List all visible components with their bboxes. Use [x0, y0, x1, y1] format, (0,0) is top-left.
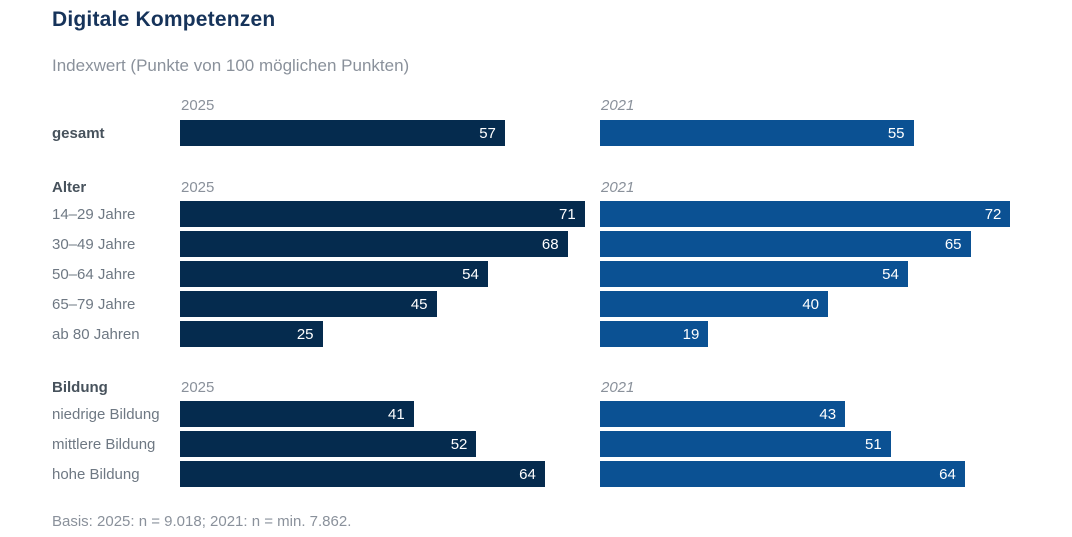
bar-2025-niedrige-bildung: 41 — [180, 401, 414, 427]
row-label-30-49: 30–49 Jahre — [52, 235, 136, 253]
bar-value-label: 55 — [887, 124, 905, 142]
column-header-2021: 2021 — [601, 179, 635, 196]
bar-2021-30-49: 65 — [600, 231, 971, 257]
column-header-2021: 2021 — [601, 379, 635, 396]
row-label-14-29: 14–29 Jahre — [52, 205, 136, 223]
column-header-2025: 2025 — [181, 379, 215, 396]
row-label-65-79: 65–79 Jahre — [52, 295, 136, 313]
section-gesamt-header-row: 2025 2021 — [52, 97, 1072, 114]
bar-row-65-79: 65–79 Jahre 45 40 — [52, 291, 1072, 317]
bar-track-2025: 52 — [180, 431, 600, 457]
bar-2021-65-79: 40 — [600, 291, 828, 317]
bar-row-hohe-bildung: hohe Bildung 64 64 — [52, 461, 1072, 487]
chart-subtitle: Indexwert (Punkte von 100 möglichen Punk… — [52, 56, 410, 75]
bar-2025-30-49: 68 — [180, 231, 568, 257]
bar-row-mittlere-bildung: mittlere Bildung 52 51 — [52, 431, 1072, 457]
bar-value-label: 64 — [939, 465, 956, 483]
bar-value-label: 19 — [682, 325, 700, 343]
bar-track-2021: 54 — [600, 261, 1072, 287]
bar-value-label: 57 — [479, 124, 496, 142]
section-alter-label: Alter — [52, 179, 87, 196]
bar-2025-65-79: 45 — [180, 291, 437, 317]
bar-2025-gesamt: 57 — [180, 120, 505, 146]
row-label-mittlere-bildung: mittlere Bildung — [52, 435, 156, 453]
column-left-header-cell: 2025 — [180, 97, 600, 114]
bar-value-label: 52 — [450, 435, 468, 453]
bar-track-2025: 41 — [180, 401, 600, 427]
bar-track-2021: 64 — [600, 461, 1072, 487]
bar-value-label: 25 — [296, 325, 314, 343]
row-label-ab-80: ab 80 Jahren — [52, 325, 140, 343]
bar-track-2021: 40 — [600, 291, 1072, 317]
bar-row-30-49: 30–49 Jahre 68 65 — [52, 231, 1072, 257]
column-right-header-cell: 2021 — [600, 97, 1072, 114]
row-label-niedrige-bildung: niedrige Bildung — [52, 405, 160, 423]
bar-track-2025: 57 — [180, 120, 600, 146]
bar-value-label: 51 — [865, 435, 882, 453]
section-bildung-label: Bildung — [52, 379, 108, 396]
bar-track-2025: 25 — [180, 321, 600, 347]
column-header-2025: 2025 — [181, 97, 215, 114]
bar-track-2021: 65 — [600, 231, 1072, 257]
bar-track-2021: 72 — [600, 201, 1072, 227]
bar-track-2025: 54 — [180, 261, 600, 287]
basis-footnote: Basis: 2025: n = 9.018; 2021: n = min. 7… — [52, 513, 352, 530]
row-label-gesamt: gesamt — [52, 124, 105, 142]
column-left-header-cell: 2025 — [180, 379, 600, 396]
column-right-header-cell: 2021 — [600, 379, 1072, 396]
bar-track-2021: 51 — [600, 431, 1072, 457]
bar-2021-mittlere-bildung: 51 — [600, 431, 891, 457]
section-bildung-header-row: Bildung 2025 2021 — [52, 379, 1072, 396]
bar-value-label: 45 — [410, 295, 428, 313]
column-right-header-cell: 2021 — [600, 179, 1072, 196]
bar-2025-ab-80: 25 — [180, 321, 323, 347]
bar-2025-50-64: 54 — [180, 261, 488, 287]
bar-row-gesamt: gesamt 57 55 — [52, 120, 1072, 146]
bar-value-label: 41 — [388, 405, 405, 423]
row-label-50-64: 50–64 Jahre — [52, 265, 136, 283]
section-alter: Alter 2025 2021 14–29 Jahre 71 72 30–4 — [52, 179, 1072, 347]
bar-track-2025: 71 — [180, 201, 600, 227]
bar-2021-14-29: 72 — [600, 201, 1011, 227]
bar-value-label: 43 — [819, 405, 837, 423]
bar-row-50-64: 50–64 Jahre 54 54 — [52, 261, 1072, 287]
bar-track-2021: 43 — [600, 401, 1072, 427]
bar-2021-gesamt: 55 — [600, 120, 914, 146]
bar-2025-hohe-bildung: 64 — [180, 461, 545, 487]
section-alter-header-row: Alter 2025 2021 — [52, 179, 1072, 196]
column-left-header-cell: 2025 — [180, 179, 600, 196]
bar-2021-niedrige-bildung: 43 — [600, 401, 846, 427]
bar-track-2021: 55 — [600, 120, 1072, 146]
column-header-2025: 2025 — [181, 179, 215, 196]
bar-row-ab-80: ab 80 Jahren 25 19 — [52, 321, 1072, 347]
bar-2025-14-29: 71 — [180, 201, 585, 227]
bar-value-label: 68 — [541, 235, 559, 253]
bar-track-2021: 19 — [600, 321, 1072, 347]
row-label-hohe-bildung: hohe Bildung — [52, 465, 140, 483]
bar-2021-hohe-bildung: 64 — [600, 461, 965, 487]
bar-value-label: 40 — [802, 295, 819, 313]
bar-value-label: 65 — [944, 235, 962, 253]
bar-2025-mittlere-bildung: 52 — [180, 431, 477, 457]
column-header-2021: 2021 — [601, 97, 635, 114]
bar-2021-ab-80: 19 — [600, 321, 709, 347]
bar-value-label: 64 — [519, 465, 536, 483]
bar-track-2025: 68 — [180, 231, 600, 257]
bar-value-label: 54 — [882, 265, 899, 283]
bar-track-2025: 45 — [180, 291, 600, 317]
page-title: Digitale Kompetenzen — [52, 8, 276, 31]
bar-value-label: 54 — [462, 265, 479, 283]
bar-row-14-29: 14–29 Jahre 71 72 — [52, 201, 1072, 227]
section-bildung: Bildung 2025 2021 niedrige Bildung 41 43 — [52, 379, 1072, 487]
bar-2021-50-64: 54 — [600, 261, 908, 287]
bar-value-label: 72 — [984, 205, 1002, 223]
bar-track-2025: 64 — [180, 461, 600, 487]
section-gesamt: 2025 2021 gesamt 57 55 — [52, 97, 1072, 146]
bar-row-niedrige-bildung: niedrige Bildung 41 43 — [52, 401, 1072, 427]
bar-value-label: 71 — [559, 205, 576, 223]
